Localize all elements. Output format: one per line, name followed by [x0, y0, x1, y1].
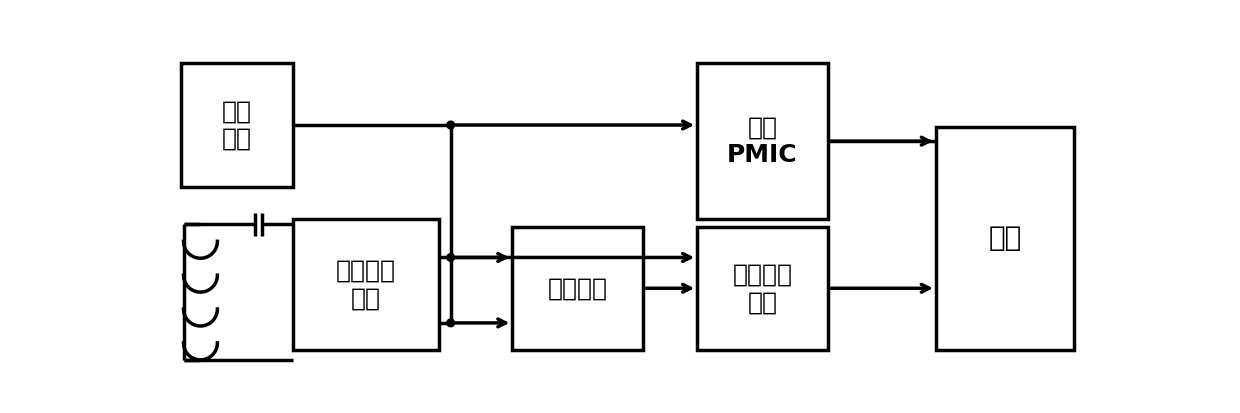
- Text: 充电
PMIC: 充电 PMIC: [727, 115, 797, 167]
- Bar: [936, 126, 1074, 350]
- Circle shape: [446, 121, 455, 129]
- Text: 切换电路: 切换电路: [548, 276, 608, 300]
- Text: 无线充电
模块: 无线充电 模块: [336, 259, 396, 310]
- Bar: [697, 64, 828, 219]
- Text: 快充充电
通路: 快充充电 通路: [733, 262, 792, 314]
- Text: 充电
接口: 充电 接口: [222, 99, 252, 151]
- Bar: [293, 219, 439, 350]
- Bar: [512, 227, 644, 350]
- Circle shape: [446, 254, 455, 261]
- Text: 电池: 电池: [988, 224, 1022, 252]
- Bar: [697, 227, 828, 350]
- Circle shape: [446, 319, 455, 327]
- Bar: [181, 64, 293, 187]
